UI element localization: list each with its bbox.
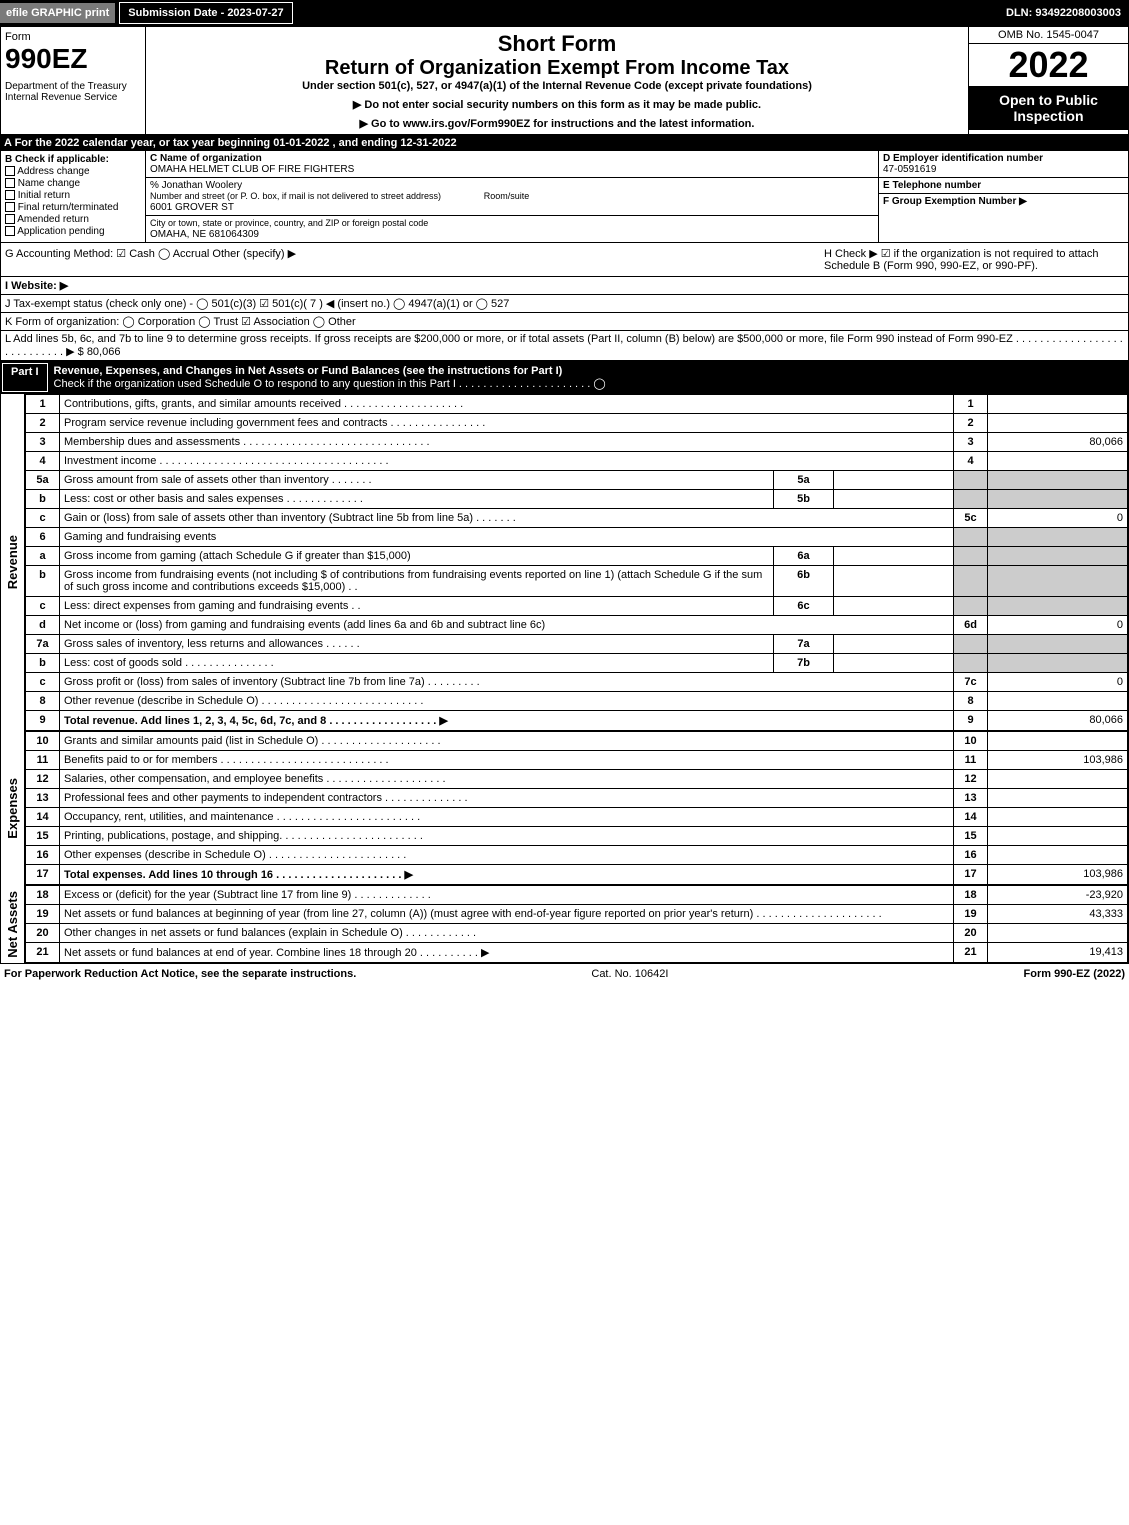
cat-no: Cat. No. 10642I	[591, 968, 668, 980]
revenue-table: 1Contributions, gifts, grants, and simil…	[25, 394, 1128, 731]
col-def: D Employer identification number 47-0591…	[878, 151, 1128, 242]
open-public: Open to Public Inspection	[969, 86, 1128, 130]
revenue-label: Revenue	[5, 535, 20, 589]
short-form-title: Short Form	[150, 31, 964, 57]
city-label: City or town, state or province, country…	[150, 218, 428, 228]
form-word: Form	[5, 31, 141, 43]
room-label: Room/suite	[484, 191, 530, 201]
form-number: 990EZ	[5, 43, 141, 75]
goto-note[interactable]: ▶ Go to www.irs.gov/Form990EZ for instru…	[150, 117, 964, 130]
row-l: L Add lines 5b, 6c, and 7b to line 9 to …	[0, 331, 1129, 361]
tax-year: 2022	[969, 44, 1128, 86]
street-label: Number and street (or P. O. box, if mail…	[150, 191, 441, 201]
b-final[interactable]: Final return/terminated	[18, 202, 119, 213]
org-name: OMAHA HELMET CLUB OF FIRE FIGHTERS	[150, 164, 354, 175]
col-c: C Name of organization OMAHA HELMET CLUB…	[146, 151, 878, 242]
ssn-note: ▶ Do not enter social security numbers o…	[150, 98, 964, 111]
col-b: B Check if applicable: Address change Na…	[1, 151, 146, 242]
dept: Department of the Treasury Internal Reve…	[5, 81, 141, 103]
row-i: I Website: ▶	[0, 277, 1129, 295]
part1-check: Check if the organization used Schedule …	[54, 378, 606, 390]
part1-title: Revenue, Expenses, and Changes in Net As…	[54, 365, 563, 377]
b-label: B Check if applicable:	[5, 154, 141, 165]
street: 6001 GROVER ST	[150, 202, 234, 213]
netassets-section: Net Assets 18Excess or (deficit) for the…	[0, 885, 1129, 964]
expenses-label: Expenses	[5, 778, 20, 839]
b-name[interactable]: Name change	[18, 178, 80, 189]
e-label: E Telephone number	[883, 180, 1124, 191]
submission-date: Submission Date - 2023-07-27	[119, 2, 292, 24]
g-accounting: G Accounting Method: ☑ Cash ◯ Accrual Ot…	[5, 247, 296, 272]
b-init[interactable]: Initial return	[18, 190, 70, 201]
part1-label: Part I	[2, 363, 48, 392]
row-gh: G Accounting Method: ☑ Cash ◯ Accrual Ot…	[0, 243, 1129, 277]
efile-label[interactable]: efile GRAPHIC print	[0, 3, 115, 23]
c-label: C Name of organization	[150, 153, 262, 164]
form-header: Form 990EZ Department of the Treasury In…	[0, 26, 1129, 135]
b-addr[interactable]: Address change	[17, 166, 89, 177]
city: OMAHA, NE 681064309	[150, 229, 259, 240]
omb-number: OMB No. 1545-0047	[969, 27, 1128, 44]
b-amend[interactable]: Amended return	[17, 214, 89, 225]
under-section: Under section 501(c), 527, or 4947(a)(1)…	[150, 80, 964, 92]
i-website: I Website: ▶	[5, 280, 68, 292]
return-title: Return of Organization Exempt From Incom…	[150, 57, 964, 80]
f-label: F Group Exemption Number ▶	[883, 196, 1124, 207]
pct-name: % Jonathan Woolery	[150, 180, 242, 191]
dln: DLN: 93492208003003	[998, 3, 1129, 23]
net-label: Net Assets	[5, 891, 20, 958]
row-j: J Tax-exempt status (check only one) - ◯…	[0, 295, 1129, 313]
expenses-table: 10Grants and similar amounts paid (list …	[25, 731, 1128, 885]
part1-header: Part I Revenue, Expenses, and Changes in…	[0, 361, 1129, 394]
ein: 47-0591619	[883, 164, 1124, 175]
revenue-section: Revenue 1Contributions, gifts, grants, a…	[0, 394, 1129, 731]
footer: For Paperwork Reduction Act Notice, see …	[0, 964, 1129, 984]
section-bcdef: B Check if applicable: Address change Na…	[0, 151, 1129, 243]
b-app[interactable]: Application pending	[17, 226, 104, 237]
expenses-section: Expenses 10Grants and similar amounts pa…	[0, 731, 1129, 885]
top-bar: efile GRAPHIC print Submission Date - 20…	[0, 0, 1129, 26]
d-label: D Employer identification number	[883, 153, 1124, 164]
paperwork-notice: For Paperwork Reduction Act Notice, see …	[4, 968, 356, 980]
form-ref: Form 990-EZ (2022)	[1024, 968, 1125, 980]
net-table: 18Excess or (deficit) for the year (Subt…	[25, 885, 1128, 963]
row-a: A For the 2022 calendar year, or tax yea…	[0, 135, 1129, 151]
row-k: K Form of organization: ◯ Corporation ◯ …	[0, 313, 1129, 331]
h-check: H Check ▶ ☑ if the organization is not r…	[824, 247, 1124, 272]
